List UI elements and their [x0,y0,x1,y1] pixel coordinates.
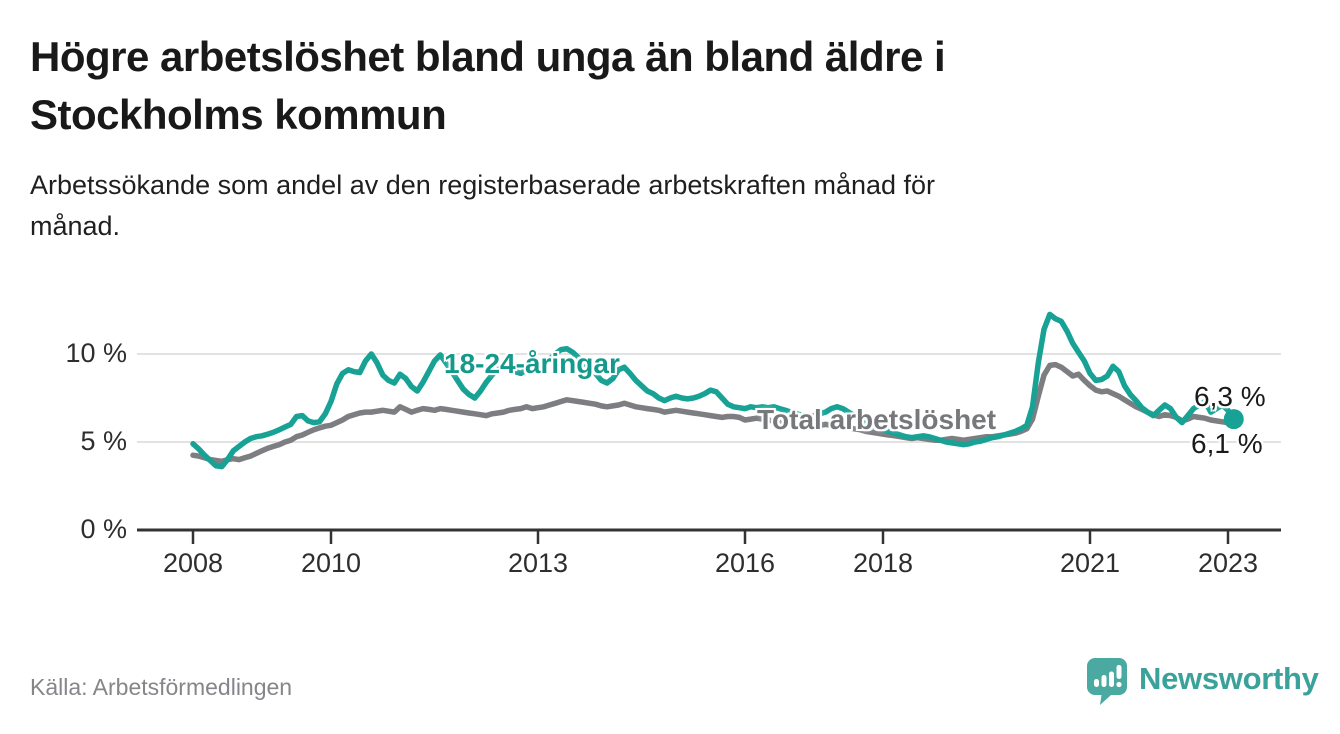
x-tick-label: 2018 [852,548,914,578]
brand-name: Newsworthy [1139,661,1319,696]
y-tick-label: 0 % [80,514,127,544]
x-tick-label: 2021 [1059,548,1121,578]
x-tick-label: 2010 [300,548,362,578]
speech-bubble-shape [1087,658,1127,705]
brand-logo: Newsworthy [1087,658,1319,708]
bar-2 [1101,675,1107,687]
bar-1 [1094,679,1099,687]
x-tick-label: 2023 [1197,548,1259,578]
series-line-total [190,361,1237,465]
series-line-young [190,311,1237,470]
chart-subtitle: Arbetssökande som andel av den registerb… [30,170,936,200]
end-value-label-young: 6,3 % [1194,381,1266,412]
series-label-total: Total arbetslöshet [757,404,997,435]
series-label-young: 18-24-åringar [444,348,620,379]
end-point-marker [1223,409,1244,430]
exclamation-dot [1116,681,1122,688]
newsworthy-icon [1087,658,1127,705]
x-tick-label: 2016 [714,548,776,578]
page-title-line2: Stockholms kommun [30,91,447,138]
exclamation-bar [1116,665,1122,679]
page-title: Högre arbetslöshet bland unga än bland ä… [30,33,946,80]
bar-3 [1109,671,1114,687]
end-value-label-total: 6,1 % [1191,428,1263,459]
x-tick-label: 2013 [507,548,569,578]
x-tick-label: 2008 [162,548,224,578]
y-tick-label: 5 % [80,426,127,456]
chart-subtitle-line2: månad. [30,211,121,241]
y-tick-label: 10 % [65,338,127,368]
source-note: Källa: Arbetsförmedlingen [30,674,293,700]
